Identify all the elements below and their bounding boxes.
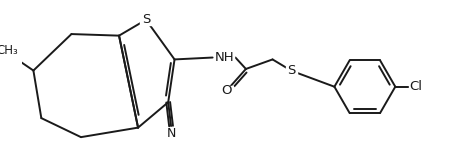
Text: CH₃: CH₃ — [0, 44, 17, 57]
Bar — [0, 48, 17, 57]
Text: N: N — [166, 127, 175, 140]
Text: Cl: Cl — [409, 80, 422, 93]
Bar — [285, 66, 297, 76]
Text: S: S — [141, 13, 150, 26]
Bar — [140, 15, 151, 25]
Text: O: O — [221, 84, 232, 97]
Bar — [221, 86, 232, 96]
Bar — [215, 53, 234, 62]
Bar — [408, 82, 423, 92]
Text: S: S — [287, 64, 295, 77]
Text: NH: NH — [215, 51, 234, 64]
Bar — [166, 129, 175, 138]
